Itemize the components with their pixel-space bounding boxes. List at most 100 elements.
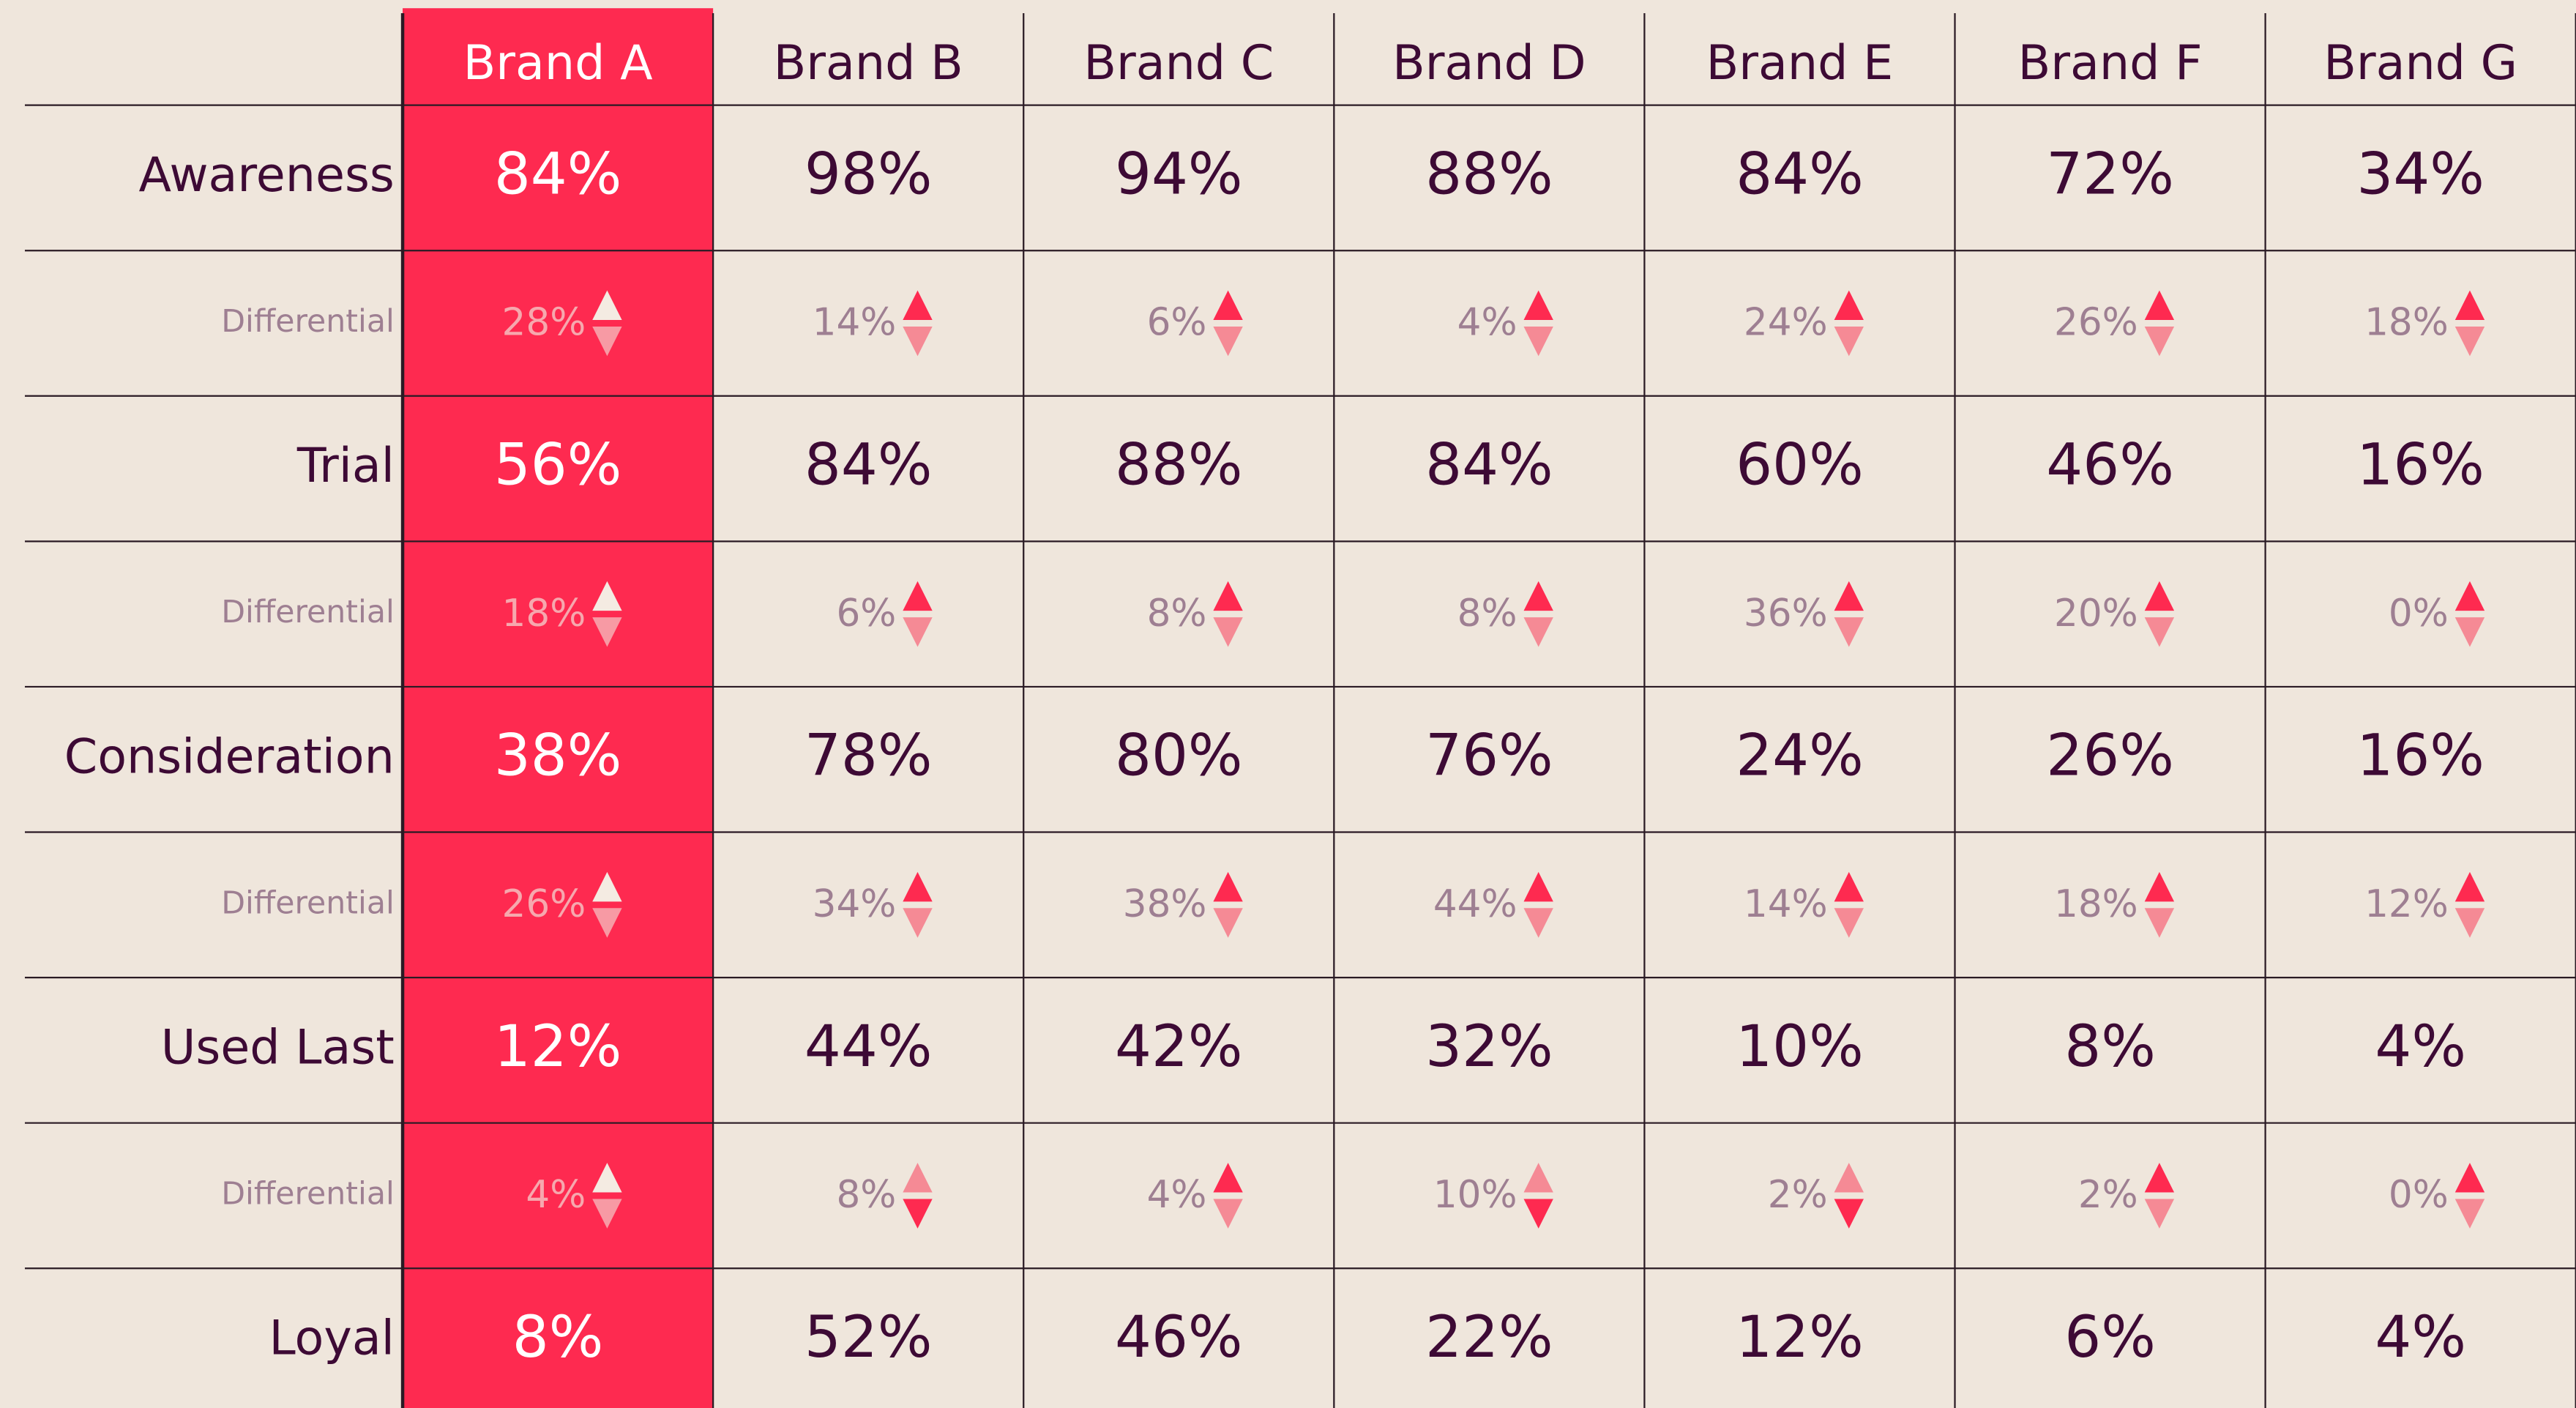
differential-value: 20% xyxy=(2054,592,2138,636)
cell-value: 12% xyxy=(1736,1303,1864,1371)
arrow-down xyxy=(2454,908,2485,938)
cell-value: 4% xyxy=(2375,1013,2466,1080)
arrow-down xyxy=(1834,326,1864,357)
cell-value: 42% xyxy=(1115,1013,1243,1080)
cell-value: 38% xyxy=(494,722,622,789)
cell-value: 32% xyxy=(1425,1013,1553,1080)
row-label: Trial xyxy=(296,439,395,493)
differential-value: 36% xyxy=(1744,592,1828,636)
arrow-down xyxy=(1213,617,1243,647)
differential-value: 18% xyxy=(502,592,586,636)
cell-value: 10% xyxy=(1736,1013,1864,1080)
arrow-down xyxy=(2454,1199,2485,1229)
differential-value: 38% xyxy=(1123,882,1207,926)
differential-label: Differential xyxy=(221,303,395,340)
column-header: Brand A xyxy=(463,36,653,91)
differential-value: 14% xyxy=(813,301,897,345)
differential-value: 8% xyxy=(836,1173,896,1217)
arrow-down xyxy=(903,1199,933,1229)
arrow-down xyxy=(592,326,622,357)
cell-value: 8% xyxy=(2064,1013,2156,1080)
arrow-down xyxy=(903,908,933,938)
row-label: Used Last xyxy=(161,1020,395,1075)
arrow-up xyxy=(592,1163,622,1193)
differential-value: 6% xyxy=(1147,301,1207,345)
arrow-up xyxy=(1213,1163,1243,1193)
differential-label: Differential xyxy=(221,1175,395,1212)
arrow-up xyxy=(1834,1163,1864,1193)
arrow-up xyxy=(1523,871,1553,902)
arrow-up xyxy=(2144,290,2175,320)
cell-value: 26% xyxy=(2046,722,2174,789)
arrow-up xyxy=(903,290,933,320)
arrow-up xyxy=(1213,871,1243,902)
cell-value: 34% xyxy=(2356,140,2484,207)
cell-value: 4% xyxy=(2375,1303,2466,1371)
arrow-up xyxy=(2144,871,2175,902)
arrow-down xyxy=(1213,908,1243,938)
differential-value: 26% xyxy=(502,882,586,926)
cell-value: 46% xyxy=(2046,431,2174,499)
cell-value: 94% xyxy=(1115,140,1243,207)
differential-value: 4% xyxy=(1457,301,1517,345)
differential-value: 18% xyxy=(2054,882,2138,926)
arrow-down xyxy=(1834,908,1864,938)
differential-value: 0% xyxy=(2389,592,2449,636)
cell-value: 88% xyxy=(1115,431,1243,499)
arrow-down xyxy=(1523,1199,1553,1229)
cell-value: 78% xyxy=(804,722,933,789)
arrow-up xyxy=(1523,581,1553,611)
arrow-down xyxy=(903,617,933,647)
cell-value: 56% xyxy=(494,431,622,499)
cell-value: 44% xyxy=(804,1013,933,1080)
arrow-down xyxy=(903,326,933,357)
cell-value: 22% xyxy=(1425,1303,1553,1371)
arrow-down xyxy=(592,908,622,938)
column-header: Brand F xyxy=(2018,36,2203,91)
cell-value: 72% xyxy=(2046,140,2174,207)
arrow-down xyxy=(1834,617,1864,647)
arrow-up xyxy=(1523,290,1553,320)
differential-value: 24% xyxy=(1744,301,1828,345)
arrow-down xyxy=(2144,617,2175,647)
differential-label: Differential xyxy=(221,594,395,630)
differential-value: 8% xyxy=(1147,592,1207,636)
arrow-down xyxy=(2144,908,2175,938)
row-label: Consideration xyxy=(64,729,395,784)
differential-value: 44% xyxy=(1433,882,1517,926)
column-header: Brand C xyxy=(1083,36,1274,91)
row-label: Awareness xyxy=(138,148,394,203)
cell-value: 16% xyxy=(2356,431,2484,499)
differential-value: 4% xyxy=(526,1173,586,1217)
arrow-up xyxy=(592,871,622,902)
arrow-down xyxy=(592,617,622,647)
differential-value: 18% xyxy=(2364,301,2449,345)
arrow-down xyxy=(1213,1199,1243,1229)
differential-value: 0% xyxy=(2389,1173,2449,1217)
arrow-up xyxy=(1834,290,1864,320)
cell-value: 84% xyxy=(494,140,622,207)
differential-value: 14% xyxy=(1744,882,1828,926)
column-header: Brand G xyxy=(2323,36,2517,91)
cell-value: 84% xyxy=(1425,431,1553,499)
arrow-down xyxy=(1523,326,1553,357)
arrow-up xyxy=(2454,871,2485,902)
cell-value: 24% xyxy=(1736,722,1864,789)
arrow-down xyxy=(2454,617,2485,647)
arrow-down xyxy=(592,1199,622,1229)
cell-value: 98% xyxy=(804,140,933,207)
differential-value: 26% xyxy=(2054,301,2138,345)
arrow-up xyxy=(903,871,933,902)
arrow-up xyxy=(592,581,622,611)
differential-value: 6% xyxy=(836,592,896,636)
arrow-down xyxy=(2144,326,2175,357)
differential-value: 34% xyxy=(813,882,897,926)
differential-value: 8% xyxy=(1457,592,1517,636)
arrow-up xyxy=(2454,290,2485,320)
cell-value: 84% xyxy=(1736,140,1864,207)
highlight-column xyxy=(403,8,714,1408)
differential-value: 10% xyxy=(1433,1173,1517,1217)
cell-value: 60% xyxy=(1736,431,1864,499)
